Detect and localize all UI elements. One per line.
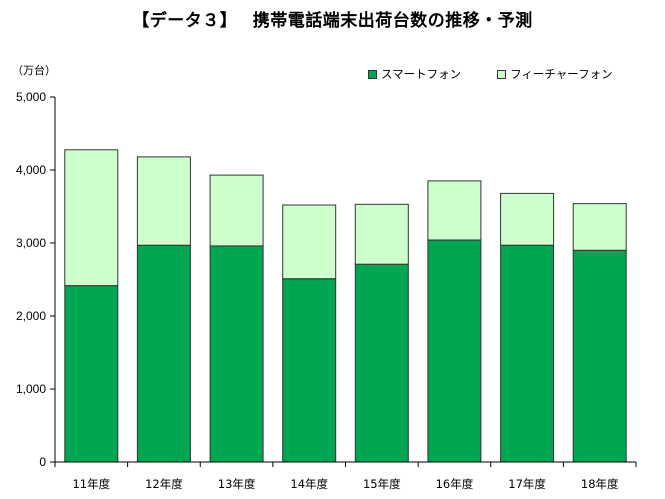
y-tick-label: 4,000 bbox=[16, 163, 46, 177]
bar-smartphone bbox=[136, 244, 191, 463]
x-tick-label: 13年度 bbox=[218, 477, 256, 491]
unit-label: （万台） bbox=[12, 64, 56, 77]
bar-feature-phone bbox=[500, 192, 555, 246]
x-tick-label: 12年度 bbox=[145, 477, 183, 491]
bar-feature-phone bbox=[282, 204, 337, 280]
bar-smartphone bbox=[64, 285, 119, 463]
x-tick-label: 14年度 bbox=[290, 477, 328, 491]
legend-swatch-feature-phone bbox=[497, 69, 507, 79]
bar-feature-phone bbox=[572, 203, 627, 251]
legend-item-feature-phone: フィーチャーフォン bbox=[497, 66, 613, 82]
x-tick-label: 17年度 bbox=[508, 477, 546, 491]
bar-smartphone bbox=[209, 245, 264, 463]
x-tick-label: 16年度 bbox=[436, 477, 474, 491]
legend-item-smartphone: スマートフォン bbox=[368, 66, 461, 82]
chart-title: 【データ３】 携帯電話端末出荷台数の推移・予測 bbox=[132, 11, 533, 31]
bar-smartphone bbox=[427, 239, 482, 463]
y-tick-label: 3,000 bbox=[16, 236, 46, 250]
bar-smartphone bbox=[354, 263, 409, 463]
y-tick-label: 5,000 bbox=[16, 90, 46, 104]
bar-smartphone bbox=[572, 249, 627, 463]
y-tick-label: 1,000 bbox=[16, 382, 46, 396]
y-tick-label: 0 bbox=[39, 455, 46, 469]
y-tick-label: 2,000 bbox=[16, 309, 46, 323]
legend: スマートフォン フィーチャーフォン bbox=[368, 66, 649, 82]
bar-feature-phone bbox=[354, 203, 409, 265]
legend-label-feature-phone: フィーチャーフォン bbox=[510, 67, 613, 81]
legend-swatch-smartphone bbox=[368, 69, 377, 79]
bar-smartphone bbox=[282, 278, 337, 463]
bar-smartphone bbox=[500, 244, 555, 463]
bar-feature-phone bbox=[136, 156, 191, 246]
x-tick-label: 18年度 bbox=[581, 477, 619, 491]
legend-label-smartphone: スマートフォン bbox=[381, 67, 462, 81]
bar-feature-phone bbox=[209, 174, 264, 247]
bar-feature-phone bbox=[64, 149, 119, 287]
x-tick-label: 15年度 bbox=[363, 477, 401, 491]
bar-feature-phone bbox=[427, 180, 482, 241]
x-tick-label: 11年度 bbox=[72, 477, 110, 491]
